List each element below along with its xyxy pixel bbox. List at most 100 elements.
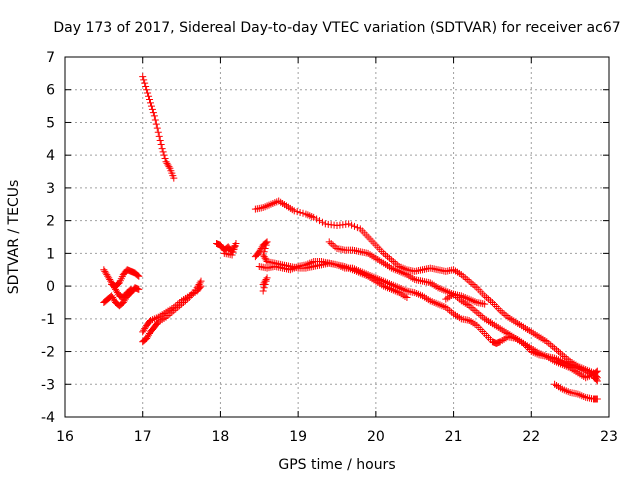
- data-point: [135, 285, 143, 293]
- data-point: [481, 300, 489, 308]
- data-point: [232, 240, 240, 248]
- data-point: [329, 241, 337, 249]
- data-point: [140, 76, 148, 84]
- data-point: [160, 151, 168, 159]
- data-point: [463, 276, 471, 284]
- data-point: [263, 274, 271, 282]
- data-point: [316, 217, 324, 225]
- data-point: [483, 294, 491, 302]
- data-point: [141, 79, 149, 87]
- data-point: [159, 148, 167, 156]
- data-point: [469, 280, 477, 288]
- series-track-f: [139, 282, 205, 336]
- data-point: [220, 249, 228, 257]
- data-point: [230, 245, 238, 253]
- series-track-n: [551, 380, 601, 403]
- data-point: [348, 221, 356, 229]
- data-point: [146, 96, 154, 104]
- data-point: [318, 218, 326, 226]
- chart-title: Day 173 of 2017, Sidereal Day-to-day VTE…: [53, 20, 620, 36]
- y-tick-label: -2: [41, 345, 55, 361]
- data-point: [593, 367, 601, 375]
- data-point: [139, 73, 147, 81]
- data-point: [261, 254, 269, 262]
- y-tick-label: 2: [46, 214, 55, 230]
- data-point: [446, 307, 454, 315]
- data-point: [151, 116, 159, 124]
- series-track-j: [255, 258, 601, 385]
- data-point: [197, 282, 205, 290]
- data-point: [382, 251, 390, 259]
- y-tick-label: 4: [46, 148, 55, 164]
- x-tick-label: 22: [522, 429, 540, 445]
- series-track-g: [213, 240, 240, 259]
- series-track-i: [251, 238, 411, 302]
- data-point: [485, 295, 493, 303]
- data-point: [261, 244, 269, 252]
- x-tick-label: 16: [56, 429, 74, 445]
- series-track-m: [442, 290, 489, 308]
- data-point: [153, 124, 161, 132]
- x-tick-label: 20: [367, 429, 385, 445]
- data-point: [384, 253, 392, 261]
- data-point: [260, 284, 268, 292]
- data-point: [149, 109, 157, 117]
- data-point: [593, 395, 601, 403]
- x-tick-label: 19: [289, 429, 307, 445]
- data-point: [593, 377, 601, 385]
- data-point: [387, 256, 395, 264]
- y-tick-label: 6: [46, 83, 55, 99]
- data-point: [350, 222, 358, 230]
- data-point: [389, 258, 397, 266]
- data-point: [486, 297, 494, 305]
- data-point: [477, 312, 485, 320]
- x-axis-label: GPS time / hours: [278, 457, 395, 473]
- data-point: [592, 368, 600, 376]
- data-point: [469, 305, 477, 313]
- data-point: [465, 277, 473, 285]
- grid-lines: [65, 57, 609, 417]
- y-tick-label: 7: [46, 50, 55, 66]
- data-point: [157, 141, 165, 149]
- data-point: [146, 99, 154, 107]
- data-point: [547, 341, 555, 349]
- data-point: [148, 105, 156, 113]
- data-point: [345, 220, 353, 228]
- data-point: [150, 112, 158, 120]
- data-point: [142, 82, 150, 90]
- data-point: [498, 308, 506, 316]
- data-point: [313, 215, 321, 223]
- data-point: [296, 208, 304, 216]
- data-point: [259, 287, 267, 295]
- y-tick-label: 3: [46, 181, 55, 197]
- data-point: [403, 294, 411, 302]
- axis-ticks: [64, 56, 610, 418]
- data-point: [174, 300, 182, 308]
- data-point: [471, 282, 479, 290]
- data-point: [473, 308, 481, 316]
- y-tick-label: -1: [41, 312, 55, 328]
- data-point: [299, 209, 307, 217]
- data-point: [152, 120, 160, 128]
- data-point: [262, 241, 270, 249]
- data-point: [170, 174, 178, 182]
- series-track-b: [100, 284, 143, 310]
- y-axis-label: SDTVAR / TECUs: [6, 180, 22, 295]
- y-tick-label: 0: [46, 279, 55, 295]
- series-track-c: [108, 266, 143, 290]
- data-point: [145, 92, 153, 100]
- data-point: [161, 154, 169, 162]
- data-point: [290, 207, 298, 215]
- data-point: [549, 343, 557, 351]
- data-point: [135, 272, 143, 280]
- data-point: [155, 132, 163, 140]
- data-point: [461, 274, 469, 282]
- data-point: [554, 348, 562, 356]
- data-point: [475, 310, 483, 318]
- x-tick-labels: 16 17 18 19 20 21 22 23: [56, 429, 618, 445]
- data-point: [327, 240, 335, 248]
- data-point: [158, 145, 166, 153]
- data-point: [306, 212, 314, 220]
- series-track-d: [139, 73, 178, 182]
